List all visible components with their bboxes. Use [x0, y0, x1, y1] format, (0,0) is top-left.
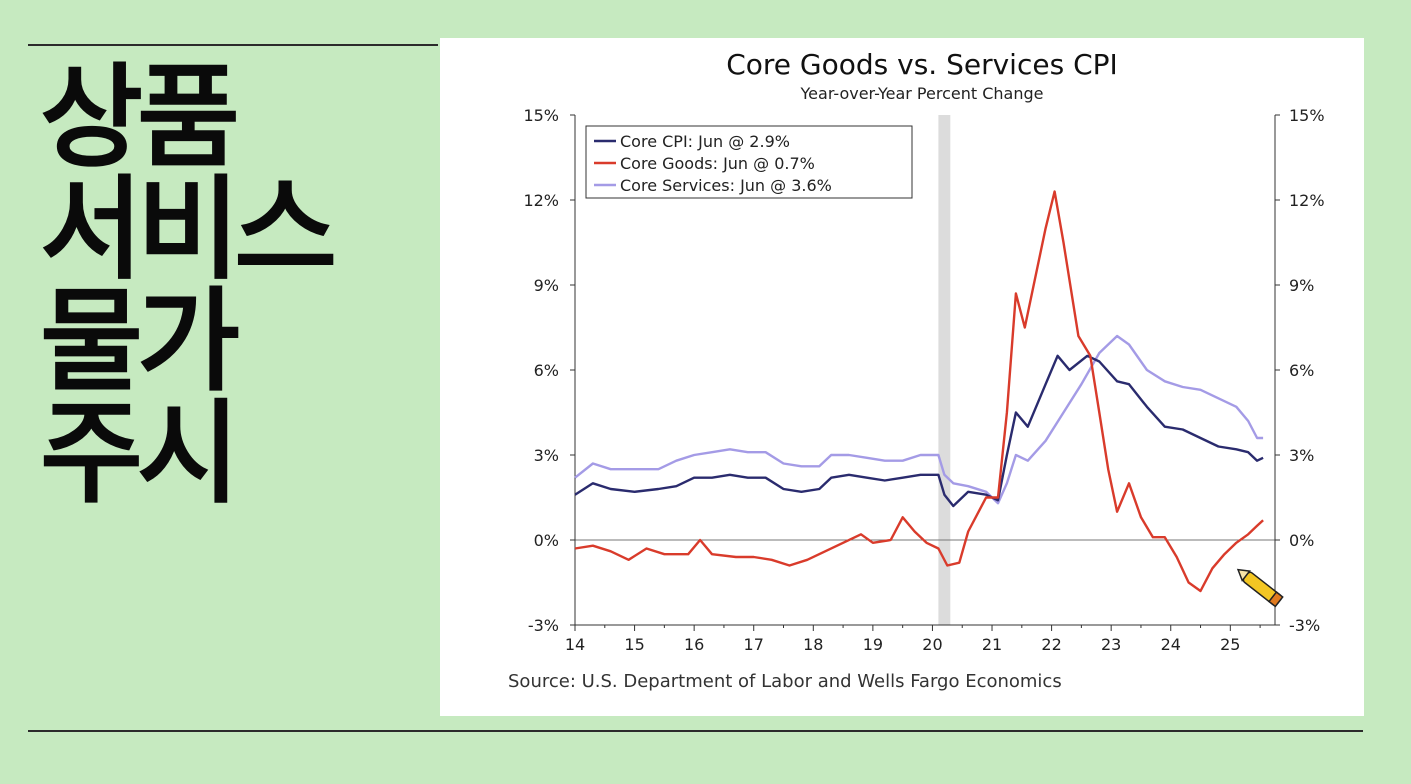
chart-panel: Core Goods vs. Services CPI Year-over-Ye… — [440, 38, 1364, 716]
x-tick-label: 20 — [922, 635, 942, 654]
x-tick-label: 15 — [624, 635, 644, 654]
x-tick-label: 16 — [684, 635, 704, 654]
y-tick-label-left: 12% — [523, 191, 559, 210]
side-title-line: 서비스 — [40, 165, 337, 295]
y-tick-label-right: 0% — [1289, 531, 1314, 550]
recession-band — [938, 115, 951, 625]
y-tick-label-right: 3% — [1289, 446, 1314, 465]
top-rule — [28, 44, 438, 46]
side-title-line: 물가 — [40, 277, 240, 407]
y-tick-label-left: 15% — [523, 106, 559, 125]
legend-box — [585, 125, 913, 199]
chart-svg: Core Goods vs. Services CPI Year-over-Ye… — [508, 48, 1325, 692]
y-tick-label-left: 3% — [534, 446, 559, 465]
y-tick-label-right: -3% — [1289, 616, 1320, 635]
side-title-line: 주시 — [40, 389, 240, 519]
chart-source: Source: U.S. Department of Labor and Wel… — [508, 671, 1062, 692]
chart-subtitle: Year-over-Year Percent Change — [800, 84, 1044, 103]
x-tick-label: 22 — [1041, 635, 1061, 654]
y-tick-label-left: 0% — [534, 531, 559, 550]
legend-entry: Core Services: Jun @ 3.6% — [620, 176, 832, 195]
pen-pointer-icon — [1236, 568, 1284, 608]
y-tick-label-right: 6% — [1289, 361, 1314, 380]
plot-area: -3% -3% 0% 0% 3% 3% 6% 6% 9% 9% 12% 12% 15% 15% 14 15 16… — [523, 106, 1324, 654]
x-tick-label: 17 — [744, 635, 764, 654]
x-tick-label: 21 — [982, 635, 1002, 654]
y-tick-label-right: 15% — [1289, 106, 1325, 125]
chart-title: Core Goods vs. Services CPI — [726, 48, 1118, 81]
y-tick-label-left: -3% — [528, 616, 559, 635]
x-tick-label: 24 — [1161, 635, 1181, 654]
y-tick-label-right: 12% — [1289, 191, 1325, 210]
x-tick-label: 18 — [803, 635, 823, 654]
bottom-rule — [28, 730, 1363, 732]
legend-entry: Core Goods: Jun @ 0.7% — [620, 154, 815, 173]
x-tick-label: 25 — [1220, 635, 1240, 654]
x-tick-label: 19 — [863, 635, 883, 654]
side-title: 상품 서비스 물가 주시 — [40, 53, 337, 519]
series-line-core-cpi — [574, 354, 1264, 508]
x-tick-label: 23 — [1101, 635, 1121, 654]
y-tick-label-right: 9% — [1289, 276, 1314, 295]
x-tick-label: 14 — [565, 635, 585, 654]
side-title-line: 상품 — [40, 53, 240, 183]
y-tick-label-left: 6% — [534, 361, 559, 380]
series-line-core-goods — [574, 190, 1264, 593]
y-tick-label-left: 9% — [534, 276, 559, 295]
series-line-core-services — [574, 334, 1264, 505]
legend-entry: Core CPI: Jun @ 2.9% — [620, 132, 790, 151]
